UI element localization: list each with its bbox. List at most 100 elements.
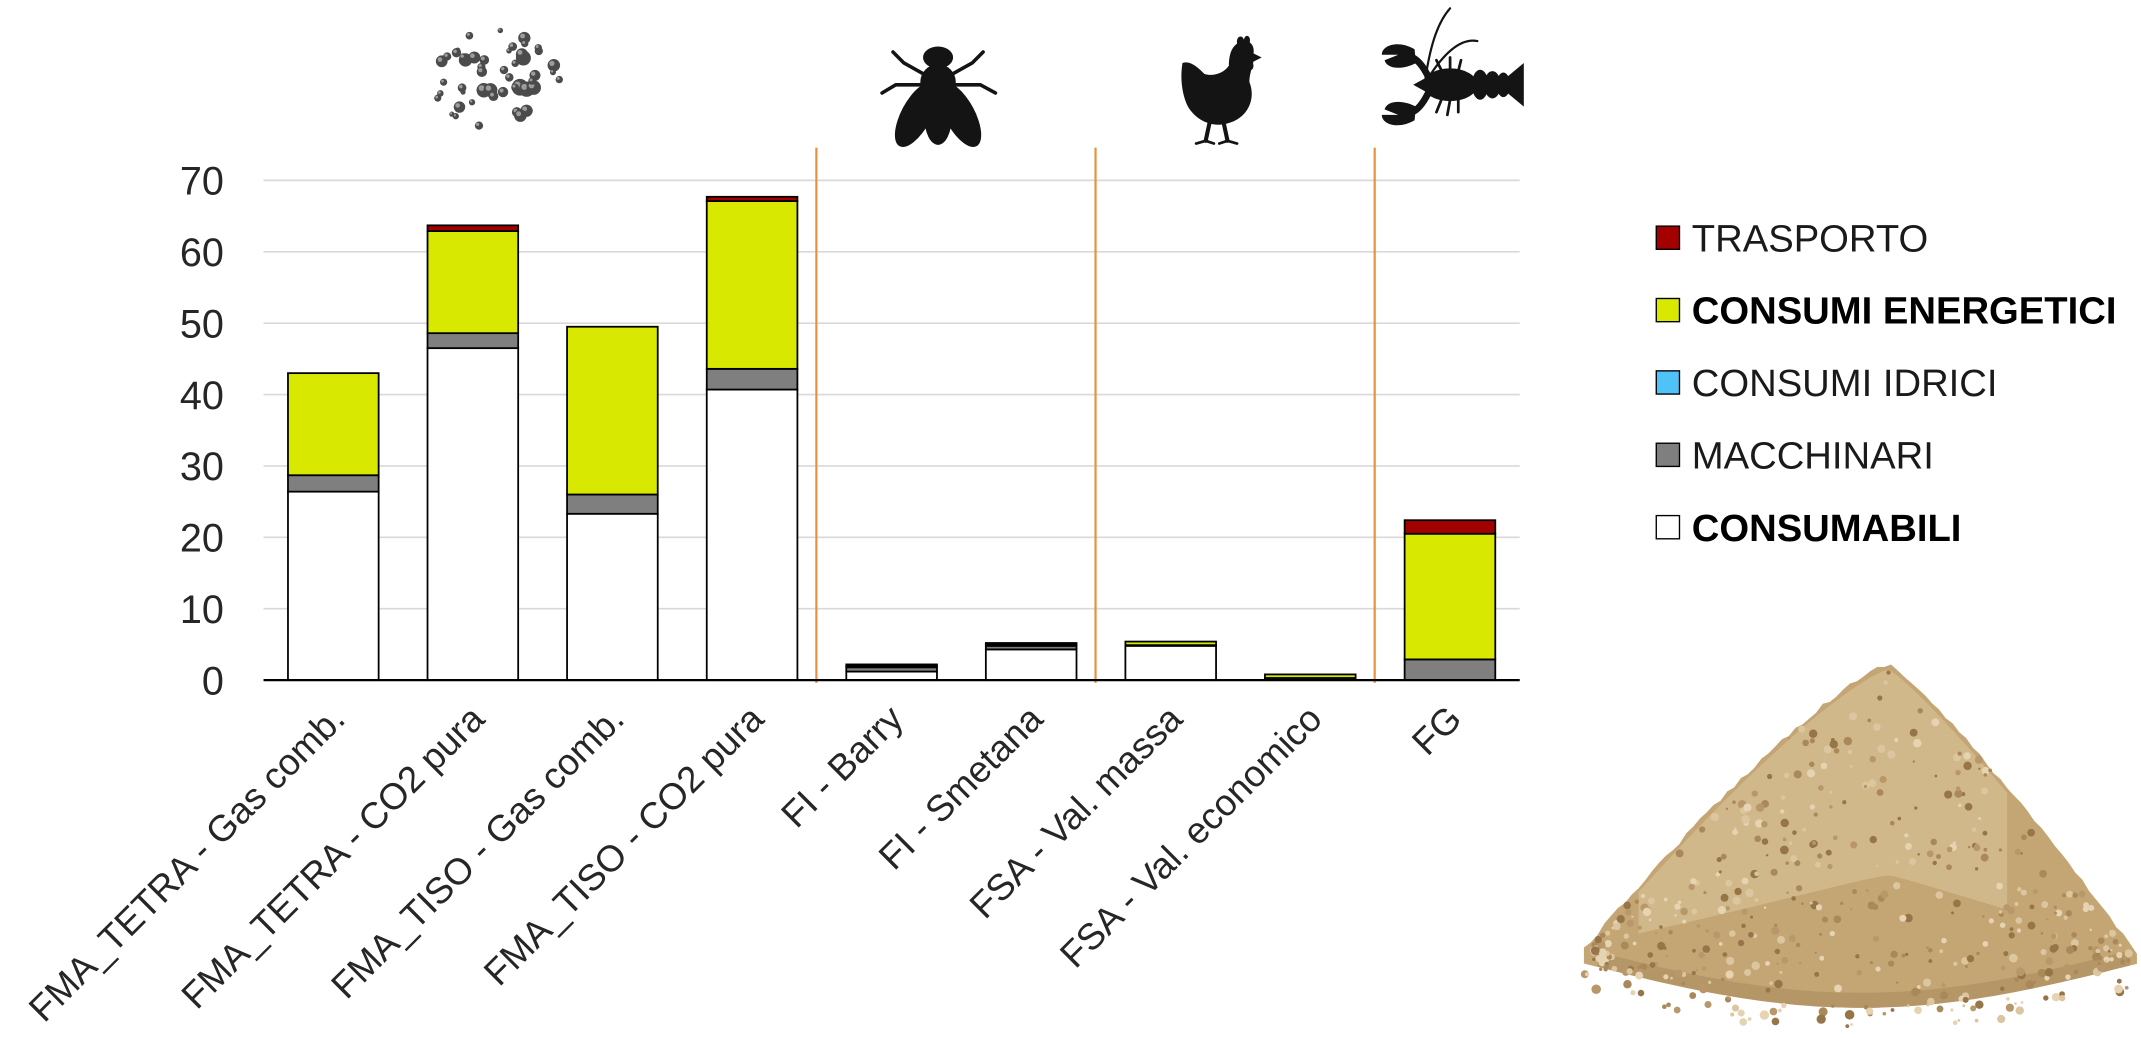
y-tick-label: 70: [180, 160, 224, 204]
sand-grain: [1852, 889, 1857, 895]
pellet-highlight: [531, 71, 536, 76]
sand-grain: [1777, 1008, 1782, 1013]
sand-grain: [1917, 853, 1920, 856]
sand-grain: [1673, 1006, 1681, 1014]
sand-grain: [2063, 915, 2068, 920]
sand-grain: [2017, 887, 2022, 892]
pellet-highlight: [517, 49, 523, 55]
sand-grain: [1725, 906, 1730, 911]
sand-grain: [2124, 949, 2133, 958]
sand-grain: [2000, 965, 2006, 971]
sand-grain: [1936, 1005, 1944, 1013]
sand-grain: [1599, 967, 1603, 971]
crayfish-antenna: [1424, 7, 1452, 80]
sand-grain: [2007, 906, 2015, 915]
stacked-bars: [287, 195, 1497, 682]
sand-grain: [2050, 933, 2057, 940]
sand-grain: [1774, 923, 1778, 927]
bar-segment-consumabili: [287, 490, 380, 682]
sand-grain: [1894, 737, 1899, 742]
sand-grain: [1755, 803, 1765, 812]
sand-grain: [1961, 957, 1969, 965]
sand-grain: [2020, 852, 2023, 855]
sand-grain: [2044, 975, 2050, 981]
pellet-highlight: [449, 112, 453, 115]
sand-grain: [2051, 992, 2061, 1002]
sand-grain: [2016, 928, 2022, 933]
sand-grain: [1976, 951, 1980, 956]
sand-grain: [1699, 826, 1706, 833]
sand-grain: [2044, 968, 2054, 977]
sand-shadow: [1597, 950, 2131, 1008]
sand-grain: [1820, 762, 1828, 770]
sand-grain: [1734, 887, 1742, 896]
sand-grain: [1928, 948, 1933, 953]
sand-grain: [1718, 870, 1722, 874]
sand-grain: [1827, 863, 1833, 870]
bar-segment-trasporto: [705, 195, 799, 202]
sand-grain: [1875, 966, 1881, 972]
pellet: [453, 101, 466, 113]
legend-label-trasporto: TRASPORTO: [1692, 217, 1928, 260]
sand-grain: [1813, 812, 1818, 817]
sand-grain: [1897, 816, 1902, 821]
pellet: [528, 77, 536, 85]
sand-grain: [1747, 1017, 1752, 1021]
sand-grain: [1809, 804, 1815, 810]
sand-grain: [1997, 1014, 2006, 1024]
bar-segment-macchinari: [287, 474, 380, 493]
x-tick-label: FMA_TISO - CO2 pura: [476, 697, 772, 993]
sand-grain: [1692, 948, 1696, 953]
sand-grain: [1791, 896, 1796, 901]
sand-grain: [1954, 789, 1963, 798]
sand-grain: [1780, 818, 1789, 828]
sand-grain: [1788, 935, 1796, 942]
sand-grain: [1833, 748, 1840, 754]
sand-grain: [1863, 1004, 1869, 1010]
sand-grain: [1877, 744, 1886, 753]
sand-grain: [1781, 1002, 1787, 1009]
sand-grain: [2009, 927, 2014, 932]
sand-grain: [1876, 864, 1879, 867]
pellet: [499, 65, 509, 75]
sand-grain: [1808, 729, 1818, 739]
sand-grain: [1823, 745, 1832, 754]
y-tick-label: 0: [202, 659, 224, 703]
fly-leg: [951, 83, 998, 95]
sand-grain: [2032, 980, 2037, 984]
sand-grain: [1899, 914, 1907, 922]
pellet: [505, 73, 514, 82]
sand-grain: [1879, 775, 1887, 784]
sand-grain: [1931, 718, 1940, 727]
pellet-highlight: [470, 53, 475, 59]
sand-grain: [1761, 838, 1769, 845]
sand-grain: [1649, 962, 1656, 968]
sand-grain: [1814, 861, 1821, 868]
pellet: [534, 44, 542, 52]
sand-grain: [1680, 907, 1688, 916]
sand-grain: [1792, 830, 1797, 835]
sand-grain: [1893, 882, 1901, 890]
sand-grain: [1909, 858, 1916, 866]
sand-grain: [1869, 835, 1877, 844]
sand-grain: [1829, 740, 1839, 749]
y-tick-label: 40: [180, 374, 224, 418]
sand-grain: [2114, 984, 2123, 994]
sand-grain: [1741, 815, 1750, 824]
sand-grain: [1844, 1010, 1855, 1020]
pellet-highlight: [512, 84, 516, 88]
x-tick-label: FSA - Val. economico: [1052, 698, 1330, 976]
crayfish-segment: [1496, 72, 1511, 98]
sand-grain: [1722, 952, 1728, 957]
sand-grain: [1817, 853, 1823, 859]
sand-grain: [1890, 1008, 1895, 1012]
sand-grain: [1895, 860, 1900, 864]
sand-grain: [1654, 931, 1658, 935]
bar-segment-consumi-energetici: [287, 372, 380, 477]
sand-grain: [1940, 991, 1948, 1000]
sand-grain: [2015, 1006, 2024, 1015]
sand-grain: [1637, 989, 1645, 997]
sand-grain: [1819, 955, 1825, 961]
sand-grain: [1730, 1012, 1735, 1017]
